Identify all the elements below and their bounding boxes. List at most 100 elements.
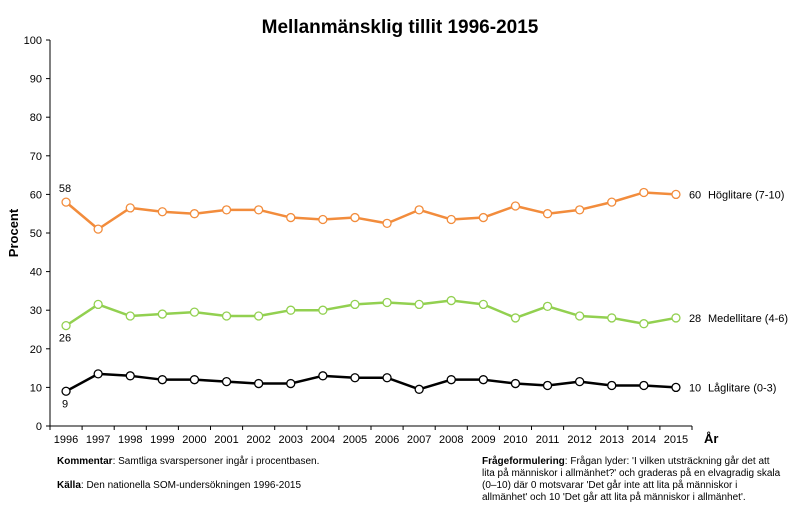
data-point: [671, 382, 681, 393]
data-point: [639, 380, 649, 391]
y-tick-label: 100: [24, 35, 42, 47]
series-name-label: Låglitare (0-3): [708, 382, 776, 394]
data-point: [189, 375, 200, 385]
data-point: [189, 209, 200, 219]
x-tick-label: 2002: [246, 434, 270, 446]
y-tick-label: 0: [36, 421, 42, 433]
y-tick-label: 20: [30, 344, 42, 356]
x-tick-label: 1999: [150, 434, 174, 446]
data-point: [350, 299, 360, 310]
source-note: Källa: Den nationella SOM-undersökningen…: [57, 480, 357, 492]
data-point: [607, 197, 617, 207]
data-point: [350, 212, 360, 223]
data-point: [510, 378, 521, 389]
y-tick-label: 10: [30, 382, 42, 394]
data-point: [318, 305, 328, 315]
start-value-label: 58: [59, 183, 71, 195]
series-line: [65, 299, 677, 327]
data-point: [414, 205, 424, 215]
data-point: [221, 376, 232, 387]
comment-label: Kommentar: [57, 456, 113, 467]
data-point: [542, 380, 553, 391]
data-point: [478, 375, 489, 385]
x-tick-label: 2004: [311, 434, 335, 446]
data-point: [510, 313, 521, 323]
data-point: [382, 373, 392, 383]
data-point: [61, 320, 71, 331]
data-point: [253, 311, 264, 321]
y-tick-label: 50: [30, 228, 42, 240]
source-text: : Den nationella SOM-undersökningen 1996…: [80, 480, 302, 491]
data-point: [61, 197, 71, 207]
data-point: [639, 319, 649, 329]
x-tick-label: 2003: [279, 434, 303, 446]
start-value-label: 26: [59, 333, 71, 345]
series-name-label: Medellitare (4-6): [708, 313, 788, 325]
y-axis-title: Procent: [6, 208, 21, 257]
data-point: [639, 187, 649, 198]
y-tick-label: 80: [30, 112, 42, 124]
data-point: [125, 311, 135, 321]
x-tick-label: 2010: [503, 434, 527, 446]
y-tick-label: 30: [30, 305, 42, 317]
x-tick-label: 2014: [632, 434, 656, 446]
x-tick-label: 2012: [567, 434, 591, 446]
data-point: [382, 218, 392, 229]
data-point: [157, 375, 168, 385]
x-tick-label: 1998: [118, 434, 142, 446]
data-point: [189, 307, 200, 317]
data-point: [607, 380, 617, 391]
question-text: : Frågan lyder: 'I vilken utsträckning g…: [482, 456, 781, 503]
comment-note: Kommentar: Samtliga svarspersoner ingår …: [57, 456, 357, 468]
chart-title: Mellanmänsklig tillit 1996-2015: [261, 17, 539, 38]
y-tick-label: 70: [30, 151, 42, 163]
series-line: [65, 191, 677, 231]
data-point: [253, 378, 264, 389]
data-point: [318, 214, 328, 225]
x-tick-label: 1996: [54, 434, 78, 446]
data-point: [221, 205, 232, 215]
y-tick-label: 40: [30, 267, 42, 279]
data-point: [61, 386, 71, 396]
x-tick-label: 2000: [182, 434, 206, 446]
data-point: [93, 369, 103, 379]
x-tick-label: 2009: [471, 434, 495, 446]
x-tick-label: 1997: [86, 434, 110, 446]
data-point: [286, 305, 296, 315]
data-point: [414, 299, 424, 310]
data-point: [446, 295, 456, 306]
data-point: [575, 311, 585, 321]
x-tick-label: 2008: [439, 434, 463, 446]
data-point: [253, 205, 264, 215]
data-point: [221, 311, 232, 321]
data-point: [157, 309, 168, 319]
data-point: [671, 189, 681, 200]
x-tick-label: 2006: [375, 434, 399, 446]
end-value-label: 60: [689, 189, 701, 201]
data-point: [575, 376, 585, 387]
data-point: [542, 301, 553, 311]
data-point: [93, 224, 103, 234]
data-point: [478, 299, 489, 310]
comment-text: : Samtliga svarspersoner ingår i procent…: [112, 456, 320, 467]
x-tick-label: 2001: [214, 434, 238, 446]
data-point: [542, 209, 553, 219]
data-point: [286, 212, 296, 223]
x-tick-label: 2011: [536, 434, 560, 446]
x-tick-label: 2007: [407, 434, 431, 446]
question-note: Frågeformulering: Frågan lyder: 'I vilke…: [482, 456, 782, 504]
series-line: [65, 372, 677, 393]
data-point: [478, 212, 489, 223]
data-point: [125, 371, 135, 381]
x-tick-label: 2015: [664, 434, 688, 446]
data-point: [318, 371, 328, 381]
data-point: [510, 201, 521, 211]
data-point: [382, 297, 392, 308]
data-point: [93, 299, 103, 310]
data-point: [414, 384, 424, 394]
x-tick-label: 2013: [600, 434, 624, 446]
data-point: [286, 378, 296, 389]
data-point: [671, 313, 681, 323]
series-name-label: Höglitare (7-10): [708, 189, 784, 201]
